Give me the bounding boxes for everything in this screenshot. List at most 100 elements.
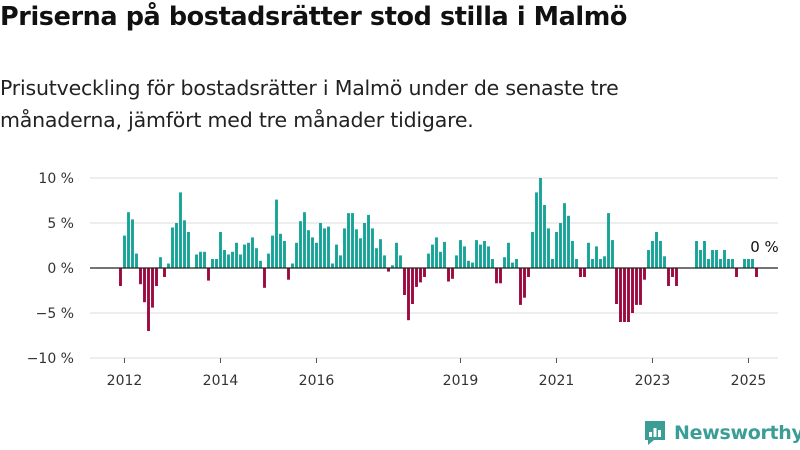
bar — [143, 268, 146, 303]
bar — [391, 265, 394, 268]
bar — [235, 242, 238, 268]
bar — [139, 268, 142, 285]
bar — [351, 213, 354, 268]
bar — [455, 255, 458, 268]
bar — [203, 251, 206, 268]
x-tick-label: 2014 — [203, 373, 239, 389]
bar — [215, 259, 218, 268]
bar — [155, 268, 158, 286]
bar — [211, 259, 214, 268]
bar — [239, 254, 242, 268]
bar — [459, 240, 462, 268]
bar — [119, 268, 122, 286]
brand-logo: Newsworthy — [643, 420, 800, 446]
bar — [747, 259, 750, 268]
bar — [551, 259, 554, 268]
bar — [715, 250, 718, 268]
bar — [303, 212, 306, 268]
bar — [179, 192, 182, 268]
bar — [219, 232, 222, 268]
bar-chart: 10 % 5 % 0 % −5 % −10 % 2012 2014 2016 2019 2021… — [27, 171, 779, 389]
bar — [307, 230, 310, 268]
bar — [335, 244, 338, 268]
bar — [299, 221, 302, 268]
bar — [499, 268, 502, 284]
bar — [503, 257, 506, 268]
bar — [379, 239, 382, 268]
bar — [259, 260, 262, 268]
bar — [295, 242, 298, 268]
bar — [655, 232, 658, 268]
bar — [547, 228, 550, 268]
bar — [531, 232, 534, 268]
bar — [699, 250, 702, 268]
bar — [247, 242, 250, 268]
bar — [131, 219, 134, 268]
x-tick-label: 2023 — [635, 373, 671, 389]
bar — [595, 246, 598, 268]
bar — [575, 259, 578, 268]
bar — [555, 232, 558, 268]
bar — [719, 259, 722, 268]
bar — [663, 256, 666, 268]
x-tick-label: 2012 — [107, 373, 143, 389]
bar — [583, 268, 586, 277]
bar — [383, 255, 386, 268]
bar — [591, 259, 594, 268]
bar — [475, 240, 478, 268]
bar — [639, 268, 642, 305]
bar — [175, 223, 178, 268]
y-tick-label: 5 % — [47, 216, 74, 232]
bar — [223, 250, 226, 268]
bar — [387, 268, 390, 272]
bar — [539, 178, 542, 268]
bar — [631, 268, 634, 313]
bar — [279, 233, 282, 268]
bar — [347, 213, 350, 268]
bar — [647, 250, 650, 268]
bar — [427, 253, 430, 268]
bar — [519, 268, 522, 305]
bar — [207, 268, 210, 281]
bar — [443, 241, 446, 268]
bar — [723, 250, 726, 268]
bar — [635, 268, 638, 305]
bar — [367, 214, 370, 268]
bar — [315, 242, 318, 268]
bar — [399, 255, 402, 268]
bar — [579, 268, 582, 277]
newsworthy-logo-icon — [645, 421, 665, 445]
bar — [703, 241, 706, 268]
bar — [423, 268, 426, 277]
bar — [375, 248, 378, 268]
bar — [323, 228, 326, 268]
bar — [535, 192, 538, 268]
chart-subtitle: Prisutveckling för bostadsrätter i Malmö… — [0, 76, 619, 132]
x-tick-label: 2021 — [539, 373, 575, 389]
bar — [527, 268, 530, 277]
bar — [495, 268, 498, 284]
bar — [319, 223, 322, 268]
bar — [255, 248, 258, 268]
bar — [731, 259, 734, 268]
bar — [291, 263, 294, 268]
y-tick-label: −10 % — [27, 351, 74, 367]
bar — [167, 263, 170, 268]
y-tick-label: 10 % — [38, 171, 74, 187]
bar — [479, 244, 482, 268]
x-tick-label: 2019 — [443, 373, 479, 389]
bar — [311, 237, 314, 268]
bar — [447, 268, 450, 282]
bar — [507, 242, 510, 268]
bar — [743, 259, 746, 268]
bar — [463, 246, 466, 268]
bar — [523, 268, 526, 298]
bar — [231, 251, 234, 268]
y-tick-label: −5 % — [36, 306, 74, 322]
bar — [151, 268, 154, 308]
bar — [343, 228, 346, 268]
bar — [643, 268, 646, 280]
bar — [243, 244, 246, 268]
bar — [587, 242, 590, 268]
bar — [615, 268, 618, 304]
